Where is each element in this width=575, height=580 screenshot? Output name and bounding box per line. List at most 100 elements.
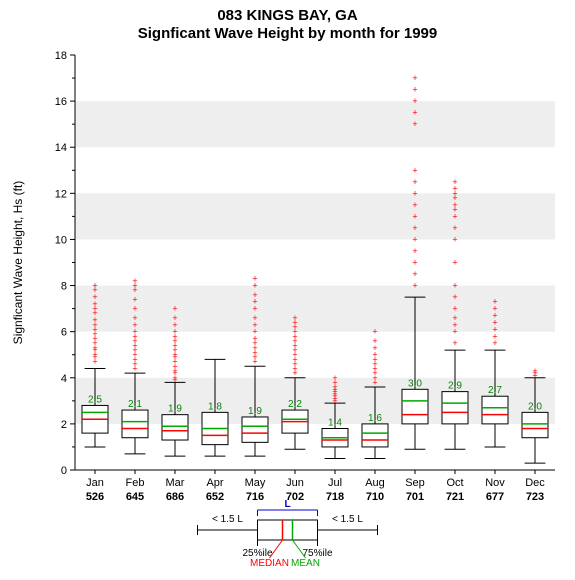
mean-value-label: 1.9 [248,406,262,417]
outlier-marker: + [252,290,257,300]
mean-value-label: 2.1 [128,399,142,410]
mean-value-label: 1.4 [328,418,342,429]
month-count: 721 [446,491,464,503]
month-count: 718 [326,491,344,503]
outlier-marker: + [452,177,457,187]
outlier-marker: + [452,234,457,244]
month-count: 710 [366,491,384,503]
outlier-marker: + [372,336,377,346]
y-tick-label: 16 [55,96,67,108]
outlier-marker: + [172,304,177,314]
mean-value-label: 2.0 [528,401,542,412]
box [362,424,388,447]
outlier-marker: + [252,274,257,284]
mean-value-label: 2.2 [288,399,302,410]
month-count: 677 [486,491,504,503]
outlier-marker: + [412,281,417,291]
legend-median-label: MEDIAN [250,558,289,569]
month-label: Jan [86,477,104,489]
y-tick-label: 2 [61,419,67,431]
legend-lt15L-right: < 1.5 L [332,514,363,525]
grid-band [75,286,555,332]
legend-box [258,520,318,540]
outlier-marker: + [412,177,417,187]
outlier-marker: + [412,246,417,256]
box [402,389,428,424]
month-label: Feb [126,477,145,489]
month-label: Aug [365,477,385,489]
outlier-marker: + [452,292,457,302]
box [162,415,188,440]
outlier-marker: + [132,313,137,323]
outlier-marker: + [412,269,417,279]
legend-lt15L-left: < 1.5 L [212,514,243,525]
month-label: Nov [485,477,505,489]
box [242,417,268,442]
outlier-marker: + [372,327,377,337]
legend-mean-label: MEAN [291,558,320,569]
y-tick-label: 0 [61,465,67,477]
box [482,396,508,424]
outlier-marker: + [452,223,457,233]
y-tick-label: 4 [61,373,67,385]
month-label: Oct [446,477,463,489]
outlier-marker: + [252,313,257,323]
outlier-marker: + [412,73,417,83]
outlier-marker: + [132,276,137,286]
mean-value-label: 1.6 [368,413,382,424]
month-label: May [245,477,266,489]
outlier-marker: + [412,96,417,106]
outlier-marker: + [412,165,417,175]
month-label: Dec [525,477,545,489]
outlier-marker: + [532,366,537,376]
month-count: 701 [406,491,424,503]
month-count: 716 [246,491,264,503]
outlier-marker: + [452,313,457,323]
grid-band [75,101,555,147]
y-tick-label: 14 [55,142,67,154]
outlier-marker: + [412,234,417,244]
outlier-marker: + [412,211,417,221]
outlier-marker: + [412,223,417,233]
month-count: 645 [126,491,144,503]
box [522,412,548,437]
outlier-marker: + [452,338,457,348]
month-label: Jun [286,477,304,489]
y-tick-label: 12 [55,188,67,200]
outlier-marker: + [452,304,457,314]
outlier-marker: + [132,304,137,314]
month-count: 723 [526,491,544,503]
outlier-marker: + [132,294,137,304]
mean-value-label: 2.9 [448,381,462,392]
mean-value-label: 2.7 [488,385,502,396]
y-axis-label: Signficant Wave Height, Hs (ft) [11,181,25,345]
month-count: 686 [166,491,184,503]
box [442,392,468,424]
month-label: Apr [206,477,223,489]
y-tick-label: 8 [61,281,67,293]
outlier-marker: + [412,108,417,118]
outlier-marker: + [412,188,417,198]
outlier-marker: + [332,373,337,383]
mean-value-label: 3.0 [408,378,422,389]
y-tick-label: 6 [61,327,67,339]
outlier-marker: + [92,281,97,291]
month-label: Jul [328,477,342,489]
outlier-marker: + [412,85,417,95]
wave-height-chart: 083 KINGS BAY, GASignficant Wave Height … [0,0,575,580]
outlier-marker: + [492,297,497,307]
chart-title-1: 083 KINGS BAY, GA [217,7,357,24]
month-count: 652 [206,491,224,503]
mean-value-label: 1.8 [208,401,222,412]
outlier-marker: + [412,258,417,268]
legend-L-label: L [284,499,290,510]
box [122,410,148,438]
month-label: Sep [405,477,425,489]
outlier-marker: + [412,200,417,210]
outlier-marker: + [172,313,177,323]
chart-title-2: Signficant Wave Height by month for 1999 [138,25,438,42]
y-tick-label: 18 [55,50,67,62]
outlier-marker: + [292,313,297,323]
month-label: Mar [166,477,185,489]
month-count: 526 [86,491,104,503]
